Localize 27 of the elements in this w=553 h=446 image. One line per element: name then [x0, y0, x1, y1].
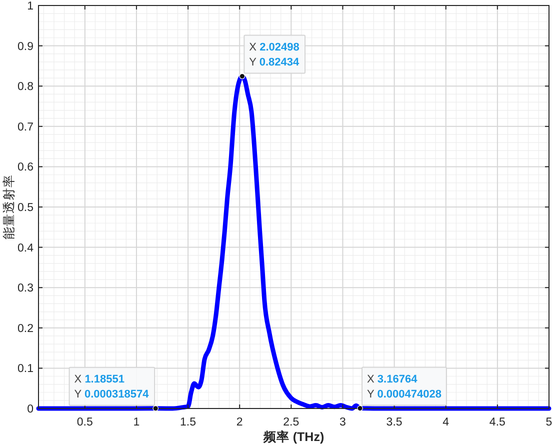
x-tick-label: 4	[442, 416, 450, 428]
annotation: X 2.02498 Y 0.82434	[249, 41, 300, 68]
x-tick-label: 4.5	[489, 416, 506, 428]
line-series	[36, 73, 552, 412]
y-tick-label: 0.8	[18, 81, 34, 94]
x-axis-title: 频率 (THz)	[262, 429, 324, 444]
y-tick-label: 0.5	[18, 202, 34, 214]
x-tick-label: 0.5	[76, 416, 93, 428]
x-tick-label: 2	[236, 416, 243, 428]
x-tick-label: 3.5	[386, 416, 402, 428]
x-tick-label: 5	[546, 416, 552, 428]
annotation: X 1.18551 Y 0.000318574	[74, 373, 150, 400]
x-tick-label: 1	[133, 416, 140, 428]
y-tick-label: 0.6	[18, 162, 34, 174]
y-tick-label: 0	[27, 404, 34, 416]
y-tick-label: 0.1	[18, 363, 34, 376]
x-tick-label: 1.5	[180, 416, 196, 428]
x-tick-label: 3	[340, 416, 346, 428]
y-tick-label: 0.7	[18, 121, 34, 134]
y-tick-label: 0.9	[18, 40, 34, 53]
y-tick-label: 0.2	[18, 322, 34, 335]
x-tick-label: 2.5	[283, 416, 300, 428]
annotation: X 3.16764 Y 0.000474028	[367, 373, 442, 400]
y-axis-title: 能量透射率	[1, 174, 16, 240]
y-tick-label: 1	[27, 0, 34, 12]
y-tick-label: 0.4	[18, 242, 34, 254]
y-tick-label: 0.3	[18, 282, 34, 295]
